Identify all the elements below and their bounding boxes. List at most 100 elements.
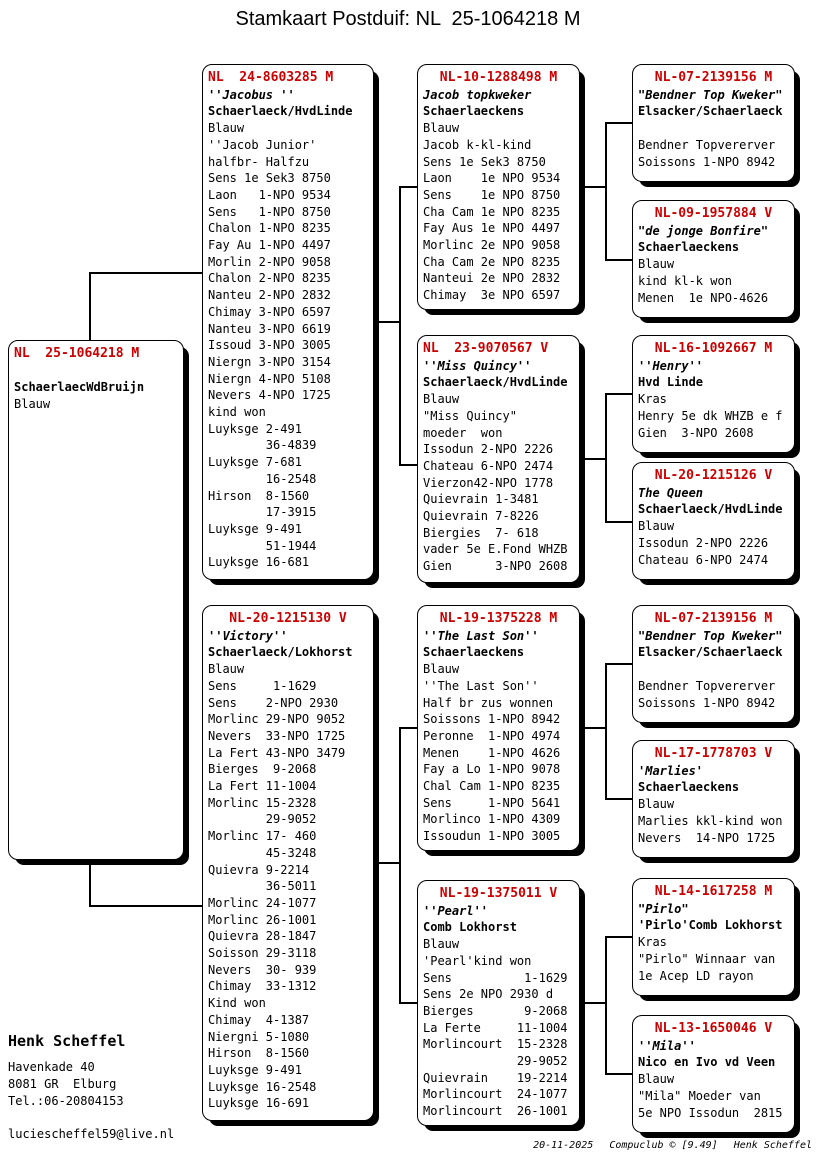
pigeon-name: "Bendner Top Kweker" [638, 87, 783, 102]
pedigree-box-ggp-8: NL-13-1650046 V ''Mila'' Nico en Ivo vd … [632, 1015, 795, 1133]
pedigree-box-ggp-7: NL-14-1617258 M "Pirlo" 'Pirlo'Comb Lokh… [632, 878, 795, 996]
pedigree-box-ggp-6: NL-17-1778703 V 'Marlies' Schaerlaeckens… [632, 740, 795, 858]
connector-line [605, 1073, 633, 1075]
pigeon-name: ''Mila'' [638, 1038, 696, 1053]
breeder-name: Comb Lokhorst [423, 920, 517, 935]
connector-line [579, 727, 607, 729]
ring-number: NL-20-1215126 V [654, 468, 773, 483]
connector-line [605, 122, 607, 261]
performance-lines: Blauw ''The Last Son'' Half br zus wonne… [423, 662, 561, 844]
owner-address-street: Havenkade 40 [8, 1060, 95, 1074]
connector-line [605, 936, 633, 938]
connector-line [89, 905, 203, 907]
pedigree-box-ggp-1: NL-07-2139156 M "Bendner Top Kweker" Els… [632, 64, 795, 182]
connector-line [399, 727, 418, 729]
connector-line [399, 464, 418, 466]
ring-number: NL 23-9070567 V [423, 341, 549, 356]
performance-lines: Blauw kind kl-k won Menen 1e NPO-4626 [638, 257, 769, 305]
pigeon-name: The Queen [638, 485, 704, 500]
ring-number: NL-10-1288498 M [439, 70, 558, 85]
connector-line [399, 186, 401, 466]
footer-program: Compuclub © [9.49] [609, 1140, 718, 1151]
connector-line [399, 727, 401, 1004]
pigeon-name: "Bendner Top Kweker" [638, 628, 783, 643]
ring-number: NL-07-2139156 M [654, 70, 773, 85]
owner-block: Henk Scheffel Havenkade 40 8081 GR Elbur… [8, 1032, 174, 1141]
ring-number: NL-20-1215130 V [229, 611, 347, 626]
connector-line [399, 1002, 418, 1004]
pedigree-box-paternal-grandfather: NL-10-1288498 M Jacob topkweker Schaerla… [417, 64, 580, 310]
performance-lines: Blauw 'Pearl'kind won Sens 1-1629 Sens 2… [423, 937, 568, 1119]
ring-number: NL-19-1375228 M [439, 611, 558, 626]
owner-email: luciescheffel59@live.nl [8, 1127, 175, 1141]
connector-line [605, 521, 633, 523]
connector-line [579, 186, 607, 188]
connector-line [605, 936, 607, 1075]
ring-number: NL 25-1064218 M [14, 346, 140, 361]
footer-author: Henk Scheffel [733, 1140, 812, 1151]
performance-lines: Blauw Jacob k-kl-kind Sens 1e Sek3 8750 … [423, 121, 561, 303]
connector-line [89, 859, 91, 907]
connector-line [89, 272, 203, 274]
connector-line [605, 393, 633, 395]
breeder-name: Schaerlaeckens [638, 780, 740, 795]
pigeon-name: ''Victory'' [208, 628, 288, 643]
pedigree-box-ggp-3: NL-16-1092667 M ''Henry'' Hvd Linde Kras… [632, 335, 795, 453]
performance-lines: Kras Henry 5e dk WHZB e f Gien 3-NPO 260… [638, 392, 783, 440]
pedigree-box-subject: NL 25-1064218 M SchaerlaecWdBruijn Blauw [8, 340, 184, 860]
breeder-name: Schaerlaeckens [423, 104, 525, 119]
pigeon-name: 'Marlies' [638, 763, 704, 778]
pedigree-box-ggp-4: NL-20-1215126 V The Queen Schaerlaeck/Hv… [632, 462, 795, 580]
performance-lines: Blauw [14, 397, 51, 412]
pigeon-name [14, 363, 178, 380]
connector-line [579, 1002, 607, 1004]
performance-lines: Blauw Marlies kkl-kind won Nevers 14-NPO… [638, 797, 783, 845]
footer-date: 20-11-2025 [533, 1140, 594, 1151]
ring-number: NL-07-2139156 M [654, 611, 773, 626]
page-title: Stamkaart Postduif: NL 25-1064218 M [235, 8, 581, 30]
connector-line [605, 798, 633, 800]
ring-number: NL 24-8603285 M [208, 70, 334, 85]
breeder-name: Schaerlaeckens [423, 645, 525, 660]
connector-line [89, 272, 91, 341]
breeder-name: Schaerlaeck/Lokhorst [208, 645, 353, 660]
ring-number: NL-19-1375011 V [439, 886, 558, 901]
breeder-name: Schaerlaeck/HvdLinde [208, 104, 353, 119]
pigeon-name: Jacob topkweker [423, 87, 532, 102]
owner-phone: Tel.:06-20804153 [8, 1094, 124, 1108]
pedigree-box-mother: NL-20-1215130 V ''Victory'' Schaerlaeck/… [202, 605, 374, 1121]
pedigree-box-ggp-5: NL-07-2139156 M "Bendner Top Kweker" Els… [632, 605, 795, 723]
breeder-name: 'Pirlo'Comb Lokhorst [638, 918, 783, 933]
pedigree-box-maternal-grandmother: NL-19-1375011 V ''Pearl'' Comb Lokhorst … [417, 880, 580, 1126]
performance-lines: Blauw "Mila" Moeder van 5e NPO Issodun 2… [638, 1072, 783, 1120]
ring-number: NL-14-1617258 M [654, 884, 773, 899]
performance-lines: Blauw Issodun 2-NPO 2226 Chateau 6-NPO 2… [638, 519, 769, 567]
pigeon-name: ''Henry'' [638, 358, 704, 373]
performance-lines: Bendner Topvererver Soissons 1-NPO 8942 [638, 678, 776, 710]
performance-lines: Blauw ''Jacob Junior' halfbr- Halfzu Sen… [208, 121, 331, 570]
pedigree-box-ggp-2: NL-09-1957884 V "de jonge Bonfire" Schae… [632, 200, 795, 318]
owner-address-city: 8081 GR Elburg [8, 1077, 117, 1091]
pedigree-box-paternal-grandmother: NL 23-9070567 V ''Miss Quincy'' Schaerla… [417, 335, 580, 583]
breeder-name: Hvd Linde [638, 375, 704, 390]
pigeon-name: ''Pearl'' [423, 903, 489, 918]
pigeon-name: "de jonge Bonfire" [638, 223, 769, 238]
connector-line [399, 186, 418, 188]
performance-lines: Kras "Pirlo" Winnaar van 1e Acep LD rayo… [638, 935, 776, 983]
connector-line [605, 663, 633, 665]
pigeon-name: "Pirlo" [638, 901, 689, 916]
pigeon-name: ''Jacobus '' [208, 87, 295, 102]
owner-name: Henk Scheffel [8, 1032, 126, 1050]
breeder-name: Schaerlaeck/HvdLinde [638, 502, 783, 517]
ring-number: NL-16-1092667 M [654, 341, 773, 356]
breeder-name: Elsacker/Schaerlaeck [638, 104, 783, 119]
footer-credit: 20-11-2025 Compuclub © [9.49] Henk Schef… [523, 1140, 812, 1151]
connector-line [579, 458, 607, 460]
connector-line [605, 122, 633, 124]
performance-lines: Bendner Topvererver Soissons 1-NPO 8942 [638, 137, 776, 169]
connector-line [605, 259, 633, 261]
connector-line [605, 663, 607, 800]
ring-number: NL-09-1957884 V [654, 206, 773, 221]
pigeon-name: ''Miss Quincy'' [423, 358, 532, 373]
connector-line [605, 393, 607, 523]
